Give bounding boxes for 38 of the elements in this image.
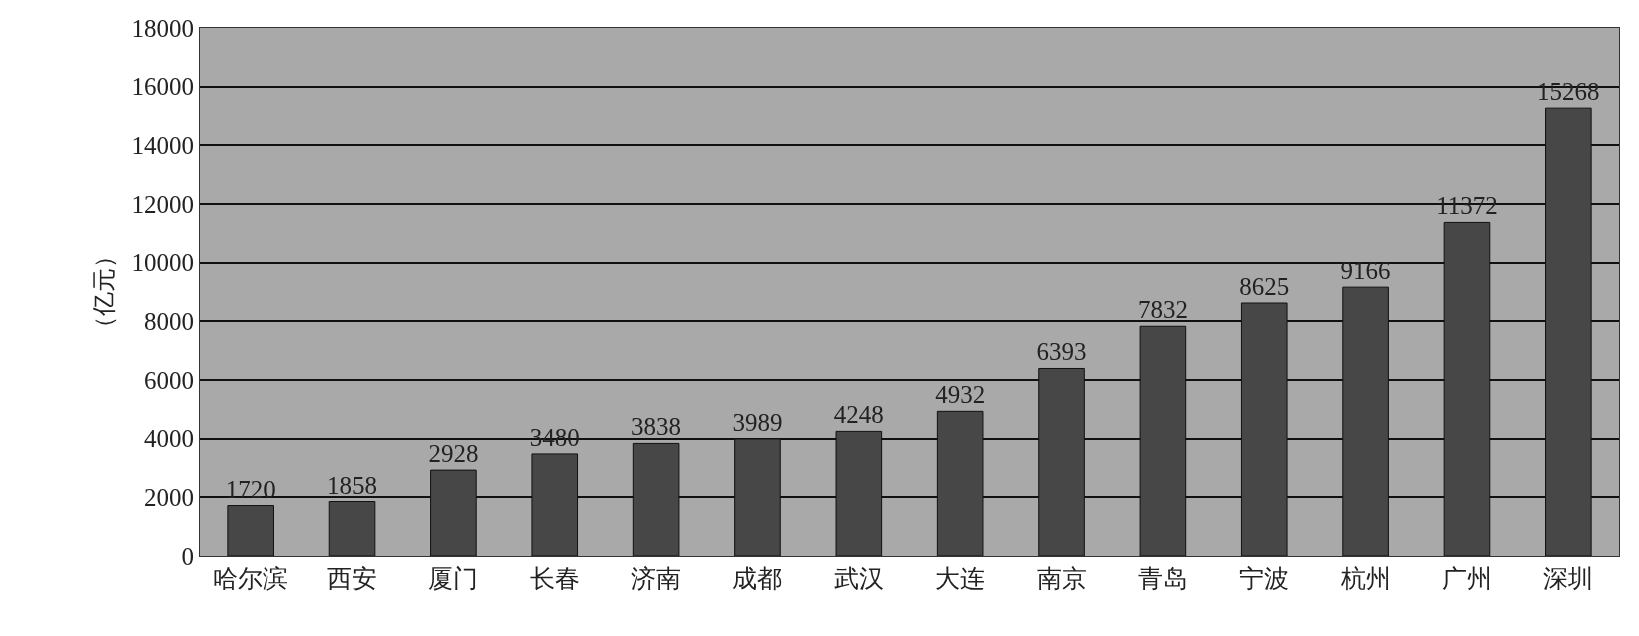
data-label: 1720 (225, 475, 276, 503)
x-tick-label: 武汉 (833, 565, 884, 592)
x-tick-label: 宁波 (1239, 565, 1290, 592)
bar (227, 505, 274, 556)
x-tick-label: 济南 (631, 565, 682, 592)
x-tick-label: 长春 (529, 565, 580, 592)
data-label: 7832 (1137, 296, 1188, 324)
data-label: 9166 (1340, 257, 1391, 285)
bar (328, 501, 376, 556)
y-axis-title: （亿元） (90, 244, 117, 340)
y-tick-label: 2000 (144, 484, 194, 512)
y-tick-label: 16000 (131, 73, 194, 101)
x-tick-label: 南京 (1036, 565, 1087, 592)
x-tick-label: 深圳 (1543, 565, 1594, 592)
x-tick-label: 广州 (1441, 565, 1492, 592)
data-label: 6393 (1036, 338, 1087, 366)
x-tick-label: 西安 (327, 565, 378, 592)
data-label: 2928 (428, 440, 479, 468)
y-tick-label: 10000 (131, 249, 194, 277)
x-tick-label: 哈尔滨 (213, 565, 289, 592)
x-tick-label: 杭州 (1339, 565, 1391, 592)
x-tick-label: 青岛 (1137, 565, 1188, 592)
y-tick-label: 18000 (131, 14, 194, 42)
x-tick-label: 厦门 (428, 565, 479, 592)
y-tick-label: 6000 (144, 366, 194, 394)
data-label: 8625 (1239, 273, 1290, 300)
data-label: 3838 (631, 413, 682, 441)
y-tick-label: 0 (181, 542, 194, 570)
y-tick-label: 8000 (144, 308, 194, 336)
data-label: 4932 (935, 381, 986, 409)
data-label: 3989 (732, 408, 783, 436)
x-tick-label: 成都 (732, 565, 783, 592)
y-tick-label: 14000 (131, 132, 194, 160)
y-tick-label: 12000 (131, 190, 194, 218)
y-tick-label: 4000 (144, 425, 194, 453)
x-tick-label: 大连 (935, 565, 986, 592)
data-label: 4248 (833, 401, 884, 429)
data-label: 1858 (327, 471, 378, 499)
